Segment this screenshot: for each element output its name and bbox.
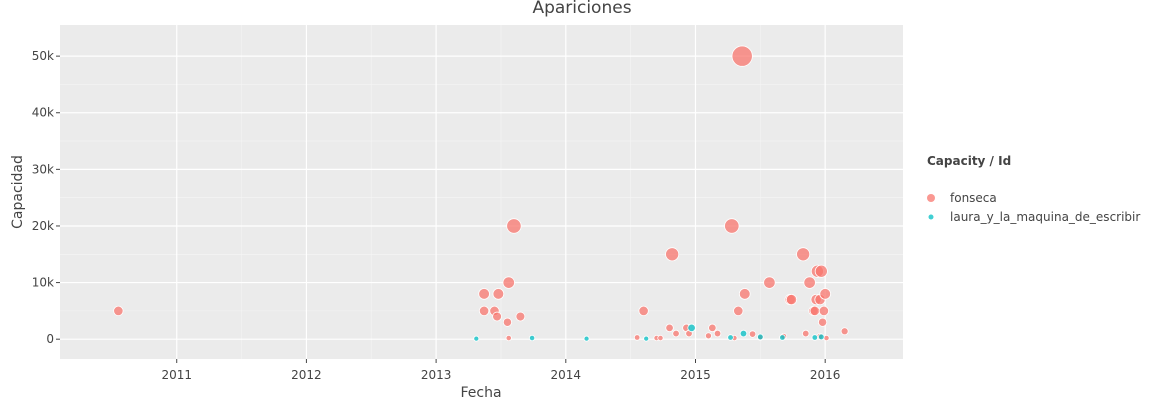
- point-fonseca[interactable]: [515, 311, 526, 322]
- point-fonseca[interactable]: [633, 334, 641, 341]
- point-fonseca[interactable]: [763, 276, 776, 289]
- point-fonseca[interactable]: [785, 293, 798, 306]
- point-fonseca[interactable]: [733, 305, 744, 317]
- x-tick-label: 2011: [161, 368, 192, 382]
- point-fonseca[interactable]: [492, 311, 502, 322]
- point-laura[interactable]: [811, 334, 819, 341]
- point-fonseca[interactable]: [818, 317, 828, 327]
- point-fonseca[interactable]: [724, 218, 740, 234]
- point-fonseca[interactable]: [708, 323, 717, 333]
- point-fonseca[interactable]: [814, 264, 828, 278]
- x-tick-label: 2016: [810, 368, 841, 382]
- x-tick-label: 2013: [421, 368, 452, 382]
- point-fonseca[interactable]: [738, 288, 751, 300]
- legend-marker-laura: [928, 214, 934, 220]
- y-tick-label: 10k: [32, 276, 54, 290]
- y-tick-label: 50k: [32, 49, 54, 63]
- point-fonseca[interactable]: [505, 334, 512, 342]
- point-laura[interactable]: [473, 335, 480, 342]
- point-laura[interactable]: [687, 323, 696, 333]
- point-fonseca[interactable]: [502, 276, 515, 289]
- point-laura[interactable]: [727, 334, 734, 341]
- point-fonseca[interactable]: [803, 276, 816, 289]
- point-laura[interactable]: [817, 333, 825, 341]
- y-tick-label: 30k: [32, 162, 54, 176]
- point-fonseca[interactable]: [638, 305, 649, 317]
- y-axis-ticks: 0 10k 20k 30k 40k 50k: [32, 49, 60, 346]
- plot-area: [60, 25, 903, 359]
- y-tick-label: 20k: [32, 219, 54, 233]
- point-fonseca[interactable]: [796, 247, 811, 262]
- x-axis-ticks: 2011 2012 2013 2014 2015 2016: [161, 359, 840, 382]
- point-fonseca[interactable]: [657, 334, 664, 342]
- point-fonseca[interactable]: [478, 305, 490, 317]
- x-tick-label: 2015: [680, 368, 711, 382]
- point-fonseca[interactable]: [809, 305, 820, 317]
- point-fonseca[interactable]: [478, 288, 490, 300]
- legend: Capacity / Id fonseca laura_y_la_maquina…: [927, 154, 1140, 224]
- point-laura[interactable]: [739, 329, 748, 338]
- point-fonseca[interactable]: [665, 247, 680, 262]
- point-laura[interactable]: [528, 334, 536, 342]
- point-fonseca[interactable]: [819, 288, 831, 300]
- y-tick-label: 40k: [32, 106, 54, 120]
- chart-title: Apariciones: [532, 0, 631, 18]
- point-fonseca[interactable]: [665, 323, 674, 333]
- point-fonseca[interactable]: [713, 329, 722, 338]
- point-laura[interactable]: [583, 335, 590, 342]
- point-laura[interactable]: [643, 335, 650, 342]
- point-fonseca[interactable]: [502, 317, 512, 327]
- y-tick-label: 0: [46, 332, 54, 346]
- point-laura[interactable]: [779, 334, 786, 341]
- legend-title: Capacity / Id: [927, 154, 1011, 168]
- legend-label-laura[interactable]: laura_y_la_maquina_de_escribir: [950, 210, 1140, 224]
- point-laura[interactable]: [757, 333, 764, 341]
- point-fonseca[interactable]: [506, 218, 522, 234]
- point-fonseca[interactable]: [113, 305, 124, 317]
- point-fonseca[interactable]: [492, 288, 505, 300]
- legend-marker-fonseca: [927, 194, 935, 202]
- point-fonseca[interactable]: [731, 45, 753, 67]
- point-fonseca[interactable]: [840, 327, 849, 336]
- point-fonseca[interactable]: [704, 332, 712, 340]
- point-fonseca[interactable]: [823, 334, 830, 342]
- x-axis-title: Fecha: [460, 385, 501, 400]
- x-tick-label: 2012: [291, 368, 322, 382]
- data-points: [113, 45, 849, 342]
- point-fonseca[interactable]: [748, 330, 757, 338]
- x-tick-label: 2014: [551, 368, 582, 382]
- point-fonseca[interactable]: [801, 329, 810, 338]
- legend-label-fonseca[interactable]: fonseca: [950, 191, 997, 205]
- y-axis-title: Capacidad: [10, 155, 26, 229]
- point-fonseca[interactable]: [818, 305, 830, 317]
- point-fonseca[interactable]: [672, 329, 680, 338]
